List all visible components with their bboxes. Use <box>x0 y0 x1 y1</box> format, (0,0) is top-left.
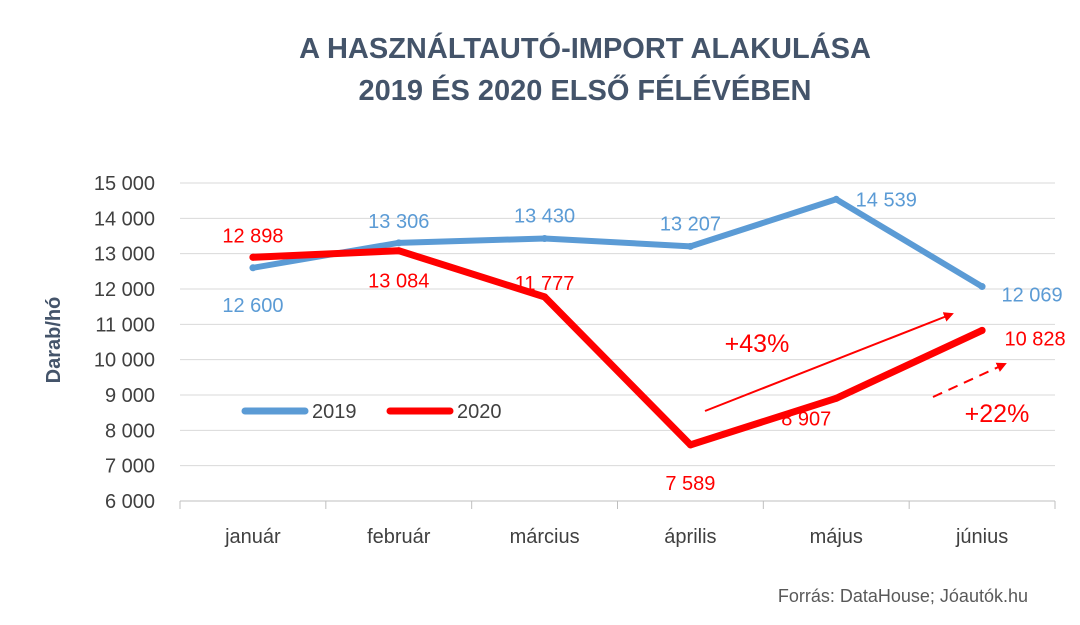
growth-arrow-22 <box>932 362 1007 398</box>
y-tick-label: 8 000 <box>105 420 155 442</box>
data-point-2019-március <box>541 234 549 242</box>
data-point-2019-január <box>249 264 257 272</box>
y-tick-label: 9 000 <box>105 385 155 407</box>
series-lines <box>249 195 986 449</box>
data-point-2019-június <box>978 283 986 291</box>
y-tick-label: 13 000 <box>94 244 155 266</box>
data-point-2020-február <box>395 247 403 255</box>
y-tick-label: 11 000 <box>95 314 155 336</box>
series-line-2019 <box>249 196 986 290</box>
data-label-2019-február: 13 306 <box>368 211 429 233</box>
data-label-2019-május: 14 539 <box>856 189 917 211</box>
gridlines <box>179 182 1056 509</box>
y-tick-label: 7 000 <box>105 456 155 478</box>
legend: 2019 2020 <box>241 401 502 423</box>
growth-annotations: +43% +22% <box>704 312 1030 428</box>
y-tick-label: 12 000 <box>94 279 155 301</box>
data-point-2020-május <box>832 394 840 402</box>
y-tick-label: 15 000 <box>94 173 155 195</box>
y-axis-label: Darab/hó <box>43 297 65 384</box>
x-tick-label: április <box>664 526 716 548</box>
x-tick-label: március <box>510 526 580 548</box>
annotation-plus-22: +22% <box>965 400 1030 428</box>
data-label-2020-február: 13 084 <box>368 271 429 293</box>
source-note: Forrás: DataHouse; Jóautók.hu <box>778 586 1028 606</box>
data-point-2020-március <box>541 293 549 301</box>
x-tick-label: június <box>955 526 1008 548</box>
x-tick-label: január <box>224 526 281 548</box>
x-axis-ticks: január február március április május június <box>224 526 1008 548</box>
y-tick-label: 14 000 <box>94 208 155 230</box>
data-label-2020-január: 12 898 <box>222 225 283 247</box>
chart-title-line-2: 2019 ÉS 2020 ELSŐ FÉLÉVÉBEN <box>359 73 812 107</box>
y-axis-ticks: 6 000 7 000 8 000 9 000 10 000 11 000 12 000 13… <box>94 173 155 513</box>
data-label-2020-március: 11 777 <box>515 273 575 295</box>
data-point-2020-június <box>978 326 986 334</box>
x-tick-label: február <box>367 526 431 548</box>
series-line-2020 <box>249 247 986 449</box>
data-label-2020-május: 8 907 <box>781 408 831 430</box>
data-point-2020-április <box>686 441 694 449</box>
annotation-plus-43: +43% <box>725 330 790 358</box>
data-label-2019-április: 13 207 <box>660 213 721 235</box>
y-tick-label: 10 000 <box>94 350 155 372</box>
growth-arrow-43 <box>704 312 954 412</box>
data-label-2019-június: 12 069 <box>1001 285 1062 307</box>
data-labels: 12 600 13 306 13 430 13 207 14 539 12 069 12 8… <box>222 189 1065 495</box>
legend-label-2019: 2019 <box>312 401 357 423</box>
data-point-2019-május <box>832 195 840 203</box>
data-point-2020-január <box>249 253 257 261</box>
y-tick-label: 6 000 <box>105 491 155 513</box>
chart-title-line-1: A HASZNÁLTAUTÓ-IMPORT ALAKULÁSA <box>299 31 871 65</box>
data-point-2019-április <box>686 242 694 250</box>
data-label-2019-január: 12 600 <box>222 295 283 317</box>
data-label-2020-április: 7 589 <box>665 473 715 495</box>
legend-label-2020: 2020 <box>457 401 502 423</box>
data-label-2020-június: 10 828 <box>1004 328 1065 350</box>
x-tick-label: május <box>810 526 863 548</box>
data-point-2019-február <box>395 239 403 247</box>
data-label-2019-március: 13 430 <box>514 205 575 227</box>
